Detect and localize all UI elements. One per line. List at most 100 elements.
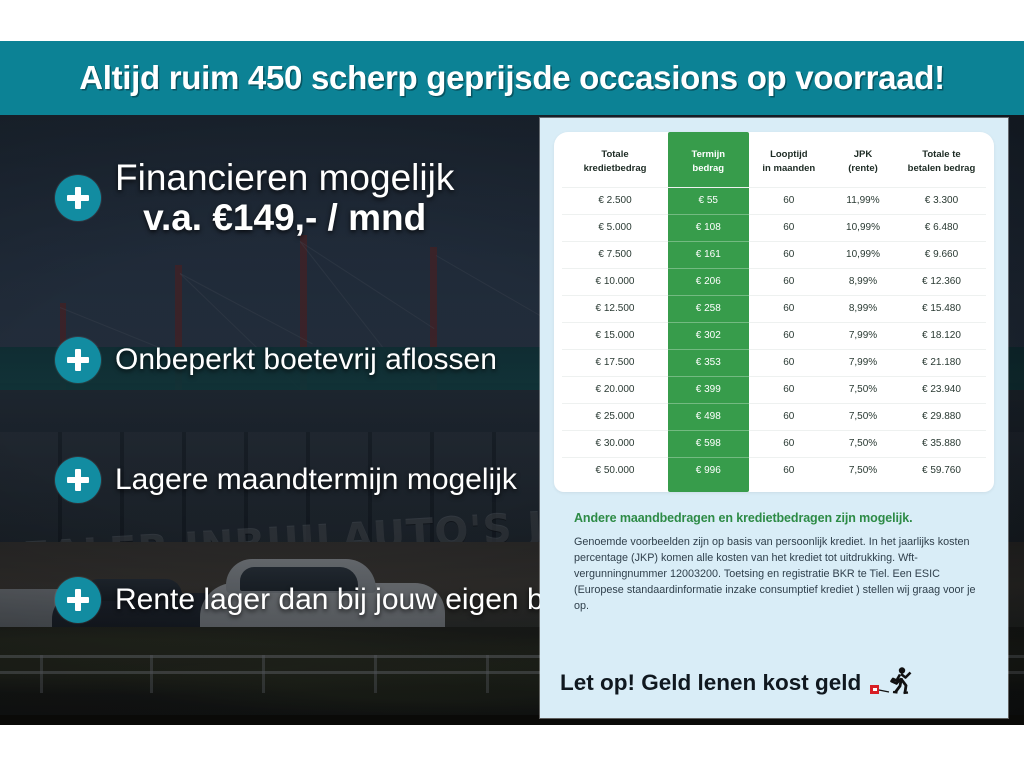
- table-cell: 60: [748, 456, 830, 484]
- rates-table: Totale kredietbedrag Termijn bedrag Looptijd…: [562, 142, 986, 484]
- photo-bottom-letterbox: [0, 715, 1024, 725]
- headline-banner: Altijd ruim 450 scherp geprijsde occasio…: [0, 41, 1024, 115]
- feature-label: Rente lager dan bij jouw eigen bank: [115, 583, 592, 616]
- bottom-white-margin: [0, 725, 1024, 768]
- disclaimer-body: Genoemde voorbeelden zijn op basis van p…: [574, 536, 976, 613]
- feature-item-lagere-rente: Rente lager dan bij jouw eigen bank: [55, 577, 592, 623]
- table-cell: € 12.360: [896, 267, 986, 295]
- table-cell: € 25.000: [562, 402, 668, 430]
- table-cell: € 12.500: [562, 294, 668, 322]
- table-cell: € 598: [668, 429, 749, 457]
- table-cell: € 15.000: [562, 321, 668, 349]
- rates-card: Totale kredietbedrag Termijn bedrag Looptijd…: [554, 132, 994, 492]
- table-cell: € 15.480: [896, 294, 986, 322]
- table-header-cell: Looptijd in maanden: [749, 142, 830, 187]
- table-header-line2: bedrag: [692, 163, 725, 175]
- table-cell: € 161: [668, 240, 749, 268]
- feature-label-line1: Financieren mogelijk: [115, 157, 455, 198]
- table-row: € 17.500 € 353 60 7,99% € 21.180: [562, 348, 986, 376]
- table-cell: 60: [748, 186, 830, 214]
- feature-label-line2: v.a. €149,- / mnd: [143, 197, 427, 239]
- table-row: € 7.500 € 161 60 10,99% € 9.660: [562, 240, 986, 268]
- table-body: € 2.500 € 55 60 11,99% € 3.300 € 5.000 € 108 60…: [562, 186, 986, 484]
- table-cell: 60: [748, 240, 830, 268]
- table-header-line1: Totale te: [922, 149, 961, 160]
- plus-icon: [55, 337, 101, 383]
- legal-warning-text: Let op! Geld lenen kost geld: [560, 670, 862, 695]
- table-cell: € 302: [668, 321, 749, 349]
- top-white-margin: [0, 0, 1024, 41]
- feature-item-boetevrij-aflossen: Onbeperkt boetevrij aflossen: [55, 337, 497, 383]
- table-header-cell: Totale te betalen bedrag: [897, 142, 986, 187]
- table-cell: 8,99%: [829, 294, 897, 322]
- table-header-line1: Looptijd: [770, 149, 808, 160]
- table-cell: 7,50%: [829, 402, 897, 430]
- table-row: € 20.000 € 399 60 7,50% € 23.940: [562, 375, 986, 403]
- table-cell: 7,50%: [829, 375, 897, 403]
- table-cell: 60: [748, 321, 830, 349]
- feature-item-lagere-maandtermijn: Lagere maandtermijn mogelijk: [55, 457, 517, 503]
- table-cell: € 29.880: [896, 402, 986, 430]
- plus-icon: [55, 175, 101, 222]
- table-cell: € 5.000: [562, 213, 668, 241]
- table-cell: € 399: [668, 375, 749, 403]
- table-cell: € 55: [668, 186, 749, 214]
- table-cell: € 10.000: [562, 267, 668, 295]
- table-cell: 60: [748, 294, 830, 322]
- table-row: € 30.000 € 598 60 7,50% € 35.880: [562, 429, 986, 457]
- table-cell: € 3.300: [896, 186, 986, 214]
- table-cell: € 59.760: [896, 456, 986, 484]
- table-cell: € 21.180: [896, 348, 986, 376]
- table-header-line2: in maanden: [762, 163, 816, 175]
- table-cell: 10,99%: [829, 240, 897, 268]
- table-header-line2: kredietbedrag: [583, 163, 647, 175]
- table-cell: € 30.000: [562, 429, 668, 457]
- running-man-ball-and-chain-icon: [869, 666, 913, 696]
- table-row: € 10.000 € 206 60 8,99% € 12.360: [562, 267, 986, 295]
- table-header-line1: JPK: [853, 149, 873, 160]
- table-cell: 7,99%: [829, 321, 897, 349]
- table-cell: € 258: [668, 294, 749, 322]
- table-cell: € 108: [668, 213, 749, 241]
- table-cell: 7,50%: [829, 456, 897, 484]
- table-cell: 60: [748, 375, 830, 403]
- table-cell: € 996: [668, 456, 749, 484]
- table-header-line2: betalen bedrag: [907, 163, 976, 175]
- table-cell: € 9.660: [896, 240, 986, 268]
- table-cell: 7,50%: [829, 429, 897, 457]
- table-cell: 11,99%: [829, 186, 897, 214]
- table-header-line1: Totale: [601, 149, 629, 160]
- table-cell: € 17.500: [562, 348, 668, 376]
- table-row: € 25.000 € 498 60 7,50% € 29.880: [562, 402, 986, 430]
- table-cell: € 35.880: [896, 429, 986, 457]
- table-cell: 60: [748, 213, 830, 241]
- table-cell: € 353: [668, 348, 749, 376]
- credit-info-panel: Totale kredietbedrag Termijn bedrag Looptijd…: [540, 118, 1008, 718]
- table-cell: 8,99%: [829, 267, 897, 295]
- headline-text: Altijd ruim 450 scherp geprijsde occasio…: [79, 59, 945, 96]
- table-header-line2: (rente): [848, 163, 878, 175]
- table-cell: € 18.120: [896, 321, 986, 349]
- table-cell: € 20.000: [562, 375, 668, 403]
- legal-warning: Let op! Geld lenen kost geld: [560, 666, 994, 696]
- table-cell: € 206: [668, 267, 749, 295]
- table-row: € 5.000 € 108 60 10,99% € 6.480: [562, 213, 986, 241]
- table-header-cell: Termijn bedrag: [668, 142, 749, 187]
- disclaimer-block: Andere maandbedragen en kredietbedragen …: [554, 492, 994, 616]
- feature-label: Lagere maandtermijn mogelijk: [115, 463, 517, 496]
- feature-label: Onbeperkt boetevrij aflossen: [115, 343, 497, 376]
- feature-list: Financieren mogelijk v.a. €149,- / mnd O…: [0, 115, 592, 725]
- table-row: € 12.500 € 258 60 8,99% € 15.480: [562, 294, 986, 322]
- table-cell: 60: [748, 402, 830, 430]
- table-header-line1: Termijn: [691, 149, 726, 160]
- table-header-cell: JPK (rente): [829, 142, 897, 187]
- table-cell: 7,99%: [829, 348, 897, 376]
- table-row: € 15.000 € 302 60 7,99% € 18.120: [562, 321, 986, 349]
- feature-item-financiering: Financieren mogelijk v.a. €149,- / mnd: [55, 158, 454, 239]
- table-header-row: Totale kredietbedrag Termijn bedrag Looptijd…: [562, 142, 986, 187]
- table-cell: € 2.500: [562, 186, 668, 214]
- table-row: € 50.000 € 996 60 7,50% € 59.760: [562, 456, 986, 484]
- table-cell: € 498: [668, 402, 749, 430]
- table-cell: 10,99%: [829, 213, 897, 241]
